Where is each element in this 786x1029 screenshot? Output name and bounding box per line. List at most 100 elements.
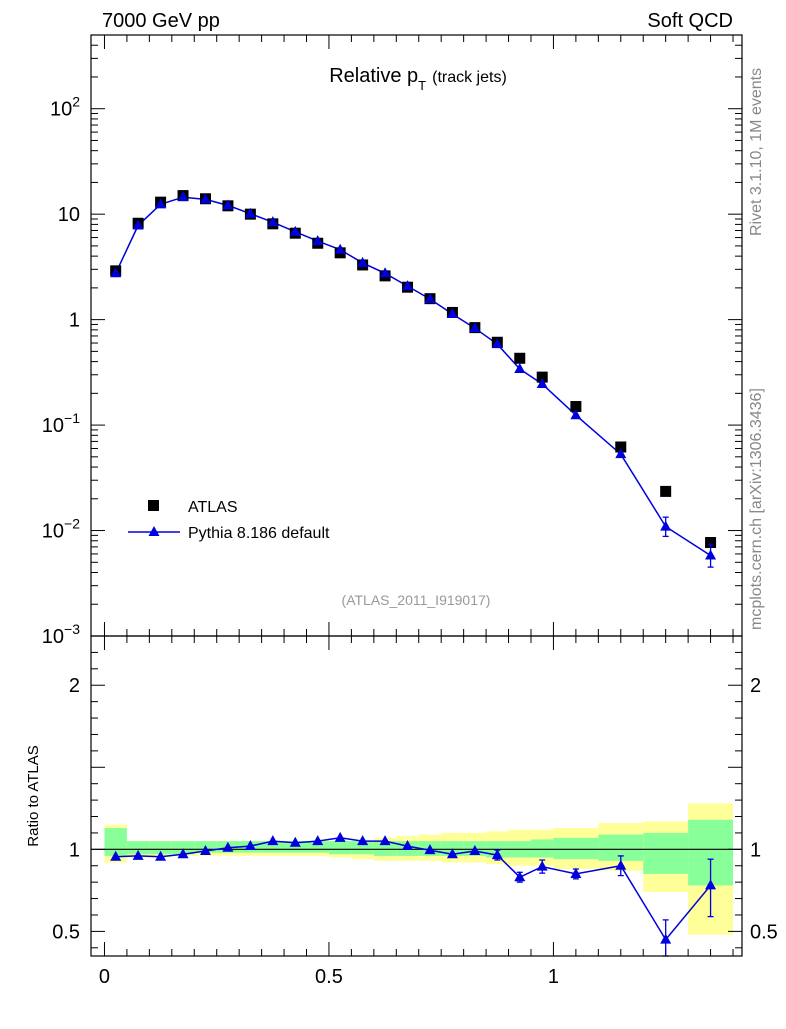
pythia-point — [334, 243, 346, 254]
y-tick-mantissa: 1 — [69, 310, 80, 332]
header-right-label: Soft QCD — [647, 10, 733, 32]
y-tick-label: 10−1 — [42, 410, 80, 437]
ratio-point — [244, 840, 256, 851]
main-panel-data — [110, 190, 717, 568]
legend-pythia-marker — [148, 526, 160, 536]
y-tick-mantissa: 10 — [42, 415, 64, 437]
x-tick-label: 0 — [99, 966, 110, 988]
ratio-point — [199, 844, 211, 855]
rivet-version-label: Rivet 3.1.10, 1M events — [748, 68, 765, 236]
pythia-point — [177, 191, 189, 202]
y-tick-label: 1 — [69, 310, 80, 332]
legend: ATLAS Pythia 8.186 default — [128, 499, 330, 542]
ratio-y-tick-label-right: 0.5 — [750, 921, 778, 943]
atlas-point — [536, 371, 548, 383]
pythia-point — [132, 219, 144, 230]
ratio-point — [402, 840, 414, 851]
pythia-point — [155, 198, 167, 209]
ratio-point — [446, 848, 458, 859]
pythia-point — [615, 448, 627, 459]
ratio-panel-data — [110, 831, 717, 957]
y-tick-label: 10−3 — [42, 621, 80, 648]
atlas-point — [570, 401, 582, 413]
ratio-point — [615, 859, 627, 870]
legend-atlas-label: ATLAS — [188, 499, 238, 516]
inner-band-bin — [306, 841, 329, 853]
ratio-panel-ticks — [91, 635, 742, 956]
ratio-y-tick-label-left: 1 — [69, 839, 80, 861]
ratio-point — [514, 871, 526, 882]
ratio-point — [660, 933, 672, 944]
ratio-panel-frame — [90, 635, 743, 957]
inner-band-bin — [328, 841, 352, 855]
pythia-point — [536, 378, 548, 389]
ratio-point — [491, 849, 503, 860]
pythia-point — [570, 409, 582, 420]
ratio-point — [177, 848, 189, 859]
ratio-point — [132, 849, 144, 860]
atlas-point — [660, 485, 672, 497]
ratio-point — [289, 836, 301, 847]
ratio-point — [469, 844, 481, 855]
inner-band-bin — [530, 839, 554, 858]
main-panel-frame — [90, 34, 743, 637]
legend-pythia-label: Pythia 8.186 default — [188, 525, 330, 542]
inner-band-bin — [171, 841, 195, 855]
ratio-y-tick-label-left: 2 — [69, 675, 80, 697]
pythia-point — [514, 363, 526, 374]
main-plot-title: Relative pT (track jets) — [329, 65, 507, 93]
pythia-point — [357, 256, 369, 267]
y-tick-mantissa: 10 — [58, 204, 80, 226]
atlas-point — [705, 537, 717, 549]
pythia-point — [660, 520, 672, 531]
ratio-point — [424, 844, 436, 855]
reference-label: (ATLAS_2011_I919017) — [342, 592, 491, 608]
title-main: Relative p — [329, 65, 418, 87]
pythia-point — [402, 280, 414, 291]
pythia-point — [424, 292, 436, 303]
inner-band-bin — [261, 841, 285, 853]
ratio-point — [155, 850, 167, 861]
header-left-label: 7000 GeV pp — [102, 10, 220, 32]
pythia-point — [469, 322, 481, 333]
pythia-point — [379, 267, 391, 278]
ratio-point — [312, 835, 324, 846]
pythia-point — [705, 549, 717, 560]
pythia-point — [446, 308, 458, 319]
title-sub: T — [418, 78, 426, 93]
ratio-point — [110, 850, 122, 861]
inner-band-bin — [351, 841, 374, 855]
inner-band-bin — [553, 837, 599, 860]
pythia-point — [222, 199, 234, 210]
atlas-point — [615, 441, 627, 453]
pythia-point — [289, 225, 301, 236]
main-panel-ticks — [91, 34, 742, 637]
title-note: (track jets) — [432, 69, 507, 86]
ratio-point — [267, 835, 279, 846]
y-tick-exponent: −2 — [64, 516, 80, 532]
ratio-y-tick-label-left: 0.5 — [52, 921, 80, 943]
atlas-point — [514, 352, 526, 364]
pythia-point — [110, 267, 122, 278]
y-tick-mantissa: 10 — [50, 99, 72, 121]
ratio-point — [222, 841, 234, 852]
ratio-y-axis-label: Ratio to ATLAS — [25, 745, 42, 846]
y-tick-exponent: −3 — [64, 621, 80, 637]
ratio-point — [357, 835, 369, 846]
inner-band-bin — [284, 841, 307, 853]
ratio-tick-labels: 0.5 0.5 1 1 2 2 0 0.5 1 — [52, 675, 778, 988]
inner-band-bin — [149, 841, 172, 855]
inner-band-bin — [373, 841, 397, 856]
ratio-point — [536, 860, 548, 871]
pythia-point — [199, 193, 211, 204]
pythia-point — [244, 207, 256, 218]
ratio-uncertainty-bands — [91, 803, 742, 935]
legend-atlas-marker — [148, 500, 159, 511]
y-tick-mantissa: 10 — [42, 521, 64, 543]
y-tick-mantissa: 10 — [42, 626, 64, 648]
pythia-point — [267, 216, 279, 227]
pythia-point — [491, 338, 503, 349]
inner-band-bin — [126, 841, 150, 855]
